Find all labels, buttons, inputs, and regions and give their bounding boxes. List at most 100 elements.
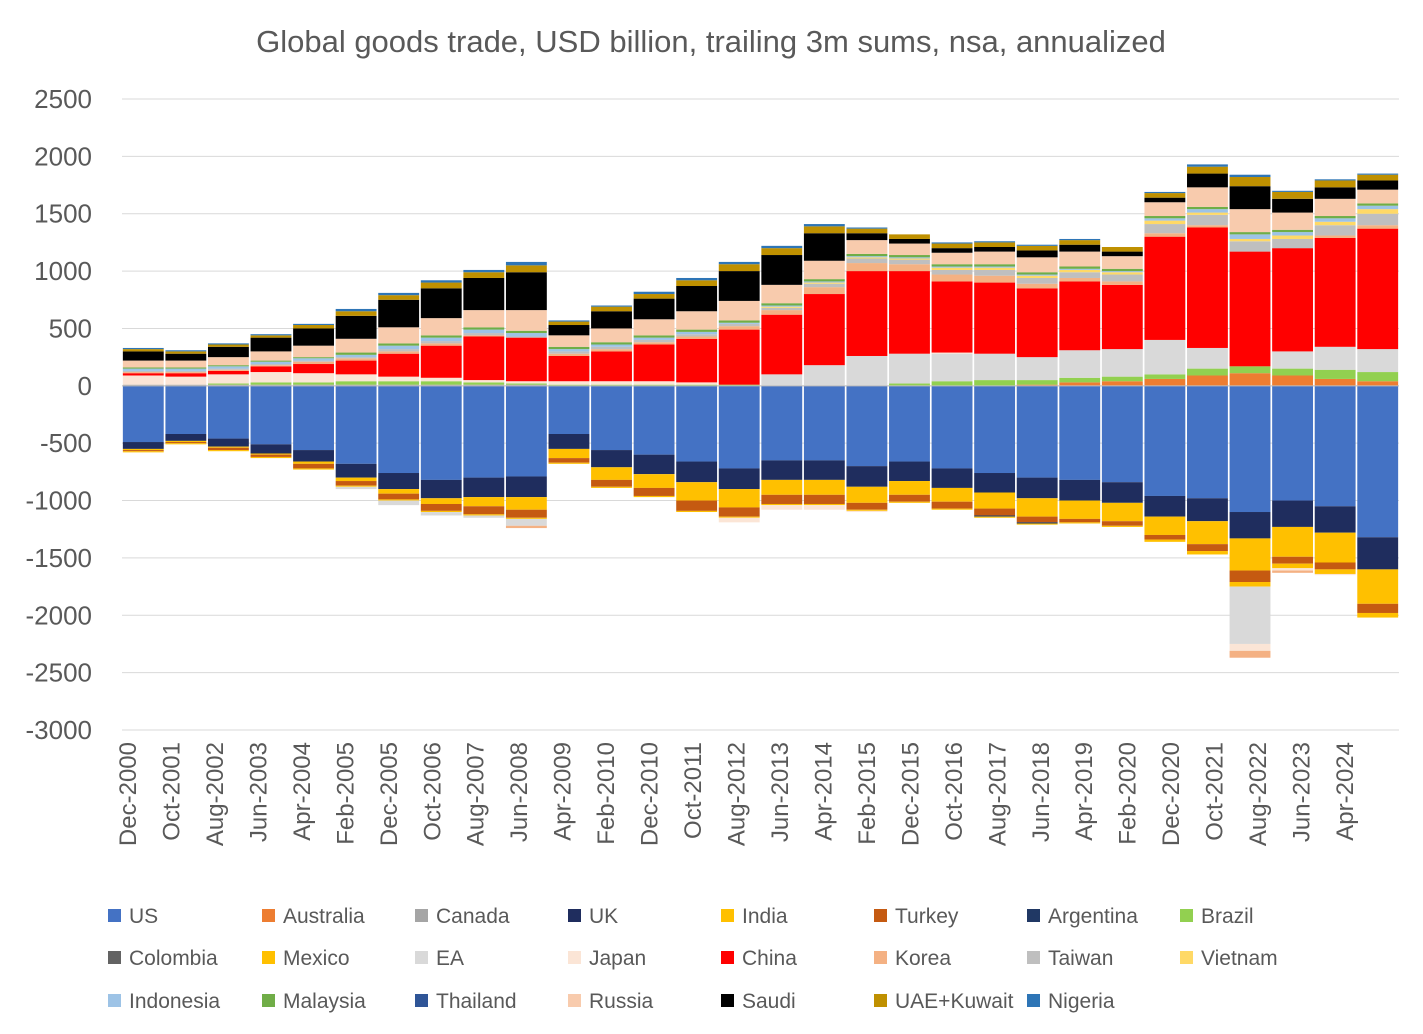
bar-turkey-4: [293, 463, 334, 469]
x-tick-label: Apr-2019: [1071, 742, 1098, 841]
legend-label-uk: UK: [589, 905, 618, 928]
bar-turkey-16: [803, 494, 845, 504]
bar-china-17: [846, 271, 888, 356]
bar-india-26: [1229, 538, 1271, 571]
bar-russia-11: [591, 328, 632, 343]
legend-label-saudi: Saudi: [742, 990, 796, 1013]
x-tick-label: Oct-2021: [1202, 742, 1229, 841]
bar-canada-0: [122, 384, 164, 386]
bar-mexico-14: [718, 516, 760, 518]
bar-japan-1: [165, 376, 207, 385]
bar-china-16: [803, 294, 845, 366]
bar-ea-18: [889, 353, 930, 384]
bar-uae-kuwait-5: [335, 311, 377, 316]
bar-korea-12: [633, 342, 675, 345]
bar-uk-2: [207, 438, 249, 447]
bar-malaysia-0: [122, 367, 164, 369]
x-tick-label: Jun-2013: [767, 742, 794, 842]
bar-china-6: [378, 353, 420, 377]
bar-mexico-20: [974, 516, 1016, 518]
bar-us-0: [122, 385, 164, 443]
bar-us-29: [1357, 385, 1399, 538]
bar-us-13: [676, 385, 718, 462]
bar-uk-9: [505, 476, 547, 498]
bar-us-24: [1144, 385, 1186, 496]
x-tick-label: Dec-2015: [897, 742, 924, 846]
bar-india-21: [1016, 498, 1058, 517]
legend-label-ea: EA: [436, 947, 464, 970]
bar-uk-14: [718, 468, 760, 490]
bar-japan-16: [803, 505, 845, 510]
bar-uk-5: [335, 463, 377, 478]
bar-uae-kuwait-29: [1357, 174, 1399, 181]
bar-russia-8: [463, 310, 505, 328]
bar-japan-14: [718, 517, 760, 523]
bar-mexico-27: [1272, 563, 1314, 569]
bar-indonesia-24: [1144, 218, 1186, 221]
bar-russia-4: [293, 345, 334, 358]
bar-india-4: [293, 461, 334, 464]
bar-korea-20: [974, 275, 1016, 283]
bar-taiwan-27: [1272, 238, 1314, 249]
bar-mexico-5: [335, 485, 377, 487]
bar-malaysia-25: [1187, 206, 1228, 210]
x-tick-label: Jun-2023: [1289, 742, 1316, 842]
bar-brazil-29: [1357, 372, 1399, 382]
bar-turkey-10: [548, 458, 590, 463]
bar-mexico-10: [548, 462, 590, 464]
bar-india-17: [846, 486, 888, 503]
bar-turkey-20: [974, 508, 1016, 516]
bar-turkey-9: [505, 509, 547, 518]
y-tick-label: -1000: [26, 486, 93, 516]
x-tick-label: Jun-2018: [1028, 742, 1055, 842]
bar-mexico-1: [165, 443, 207, 445]
bar-australia-24: [1144, 378, 1186, 386]
bar-uk-3: [250, 444, 292, 454]
bar-ea-20: [974, 353, 1016, 381]
bar-taiwan-7: [420, 341, 462, 344]
bar-indonesia-7: [420, 337, 462, 342]
bar-russia-17: [846, 240, 888, 254]
bar-saudi-11: [591, 311, 632, 329]
bar-india-16: [803, 479, 845, 495]
bar-india-24: [1144, 516, 1186, 535]
bar-us-17: [846, 385, 888, 467]
bar-nigeria-26: [1229, 174, 1271, 178]
bar-china-19: [931, 281, 973, 353]
bar-nigeria-12: [633, 291, 675, 295]
bar-turkey-3: [250, 454, 292, 457]
bar-turkey-29: [1357, 603, 1399, 613]
bar-nigeria-21: [1016, 244, 1058, 246]
bar-korea-11: [591, 349, 632, 352]
bar-japan-3: [250, 372, 292, 383]
legend-swatch-vietnam: [1180, 951, 1193, 964]
bar-korea-4: [293, 361, 334, 365]
bar-indonesia-0: [122, 368, 164, 371]
bar-nigeria-7: [420, 280, 462, 283]
bar-japan-11: [591, 381, 632, 385]
bar-saudi-4: [293, 328, 334, 346]
bar-vietnam-21: [1016, 275, 1058, 278]
bar-taiwan-21: [1016, 277, 1058, 284]
bar-indonesia-3: [250, 361, 292, 365]
bar-korea-28: [1314, 235, 1356, 238]
bar-saudi-13: [676, 286, 718, 312]
bar-korea-5: [335, 358, 377, 361]
bar-russia-6: [378, 327, 420, 344]
bar-ea-7: [420, 512, 462, 516]
bar-vietnam-19: [931, 267, 973, 270]
legend-swatch-nigeria: [1027, 994, 1040, 1007]
bar-saudi-22: [1059, 244, 1101, 252]
bar-indonesia-17: [846, 256, 888, 258]
bar-vietnam-27: [1272, 235, 1314, 239]
bar-korea-13: [676, 336, 718, 339]
bar-brazil-23: [1101, 376, 1143, 382]
bar-turkey-28: [1314, 562, 1356, 570]
bar-china-14: [718, 329, 760, 385]
legend-swatch-russia: [568, 994, 581, 1007]
bar-china-29: [1357, 228, 1399, 350]
bar-uk-25: [1187, 498, 1228, 522]
bar-uk-12: [633, 454, 675, 475]
bar-uae-kuwait-1: [165, 351, 207, 354]
y-tick-label: 1500: [34, 199, 92, 229]
